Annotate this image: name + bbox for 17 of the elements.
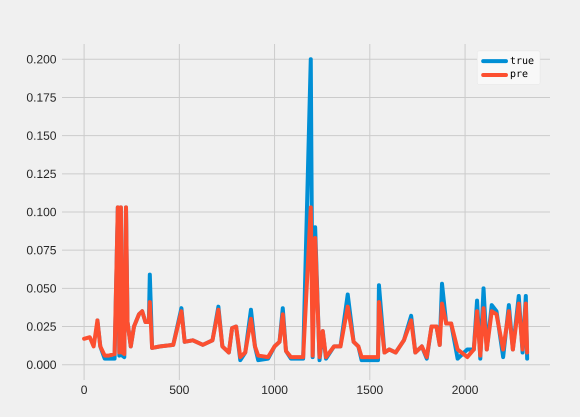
line-series bbox=[82, 205, 530, 360]
x-tick-label: 1000 bbox=[262, 386, 288, 394]
x-tick-label: 500 bbox=[170, 386, 189, 394]
x-tick-label: 0 bbox=[81, 386, 87, 394]
y-tick-label: 0.200 bbox=[26, 55, 56, 64]
y-tick-label: 0.075 bbox=[26, 246, 56, 254]
y-tick-label: 0.125 bbox=[26, 170, 56, 178]
x-tick-label: 1500 bbox=[357, 386, 383, 394]
y-tick-label: 0.000 bbox=[26, 360, 56, 369]
x-tick-label: 2000 bbox=[452, 386, 478, 394]
y-tick-label: 0.100 bbox=[26, 208, 56, 216]
y-tick-label: 0.025 bbox=[26, 322, 56, 331]
y-tick-label: 0.050 bbox=[26, 284, 56, 293]
y-tick-label: 0.175 bbox=[26, 93, 56, 102]
y-tick-label: 0.150 bbox=[26, 131, 56, 140]
legend-label: pre bbox=[510, 71, 528, 80]
legend-label: true bbox=[510, 56, 534, 64]
